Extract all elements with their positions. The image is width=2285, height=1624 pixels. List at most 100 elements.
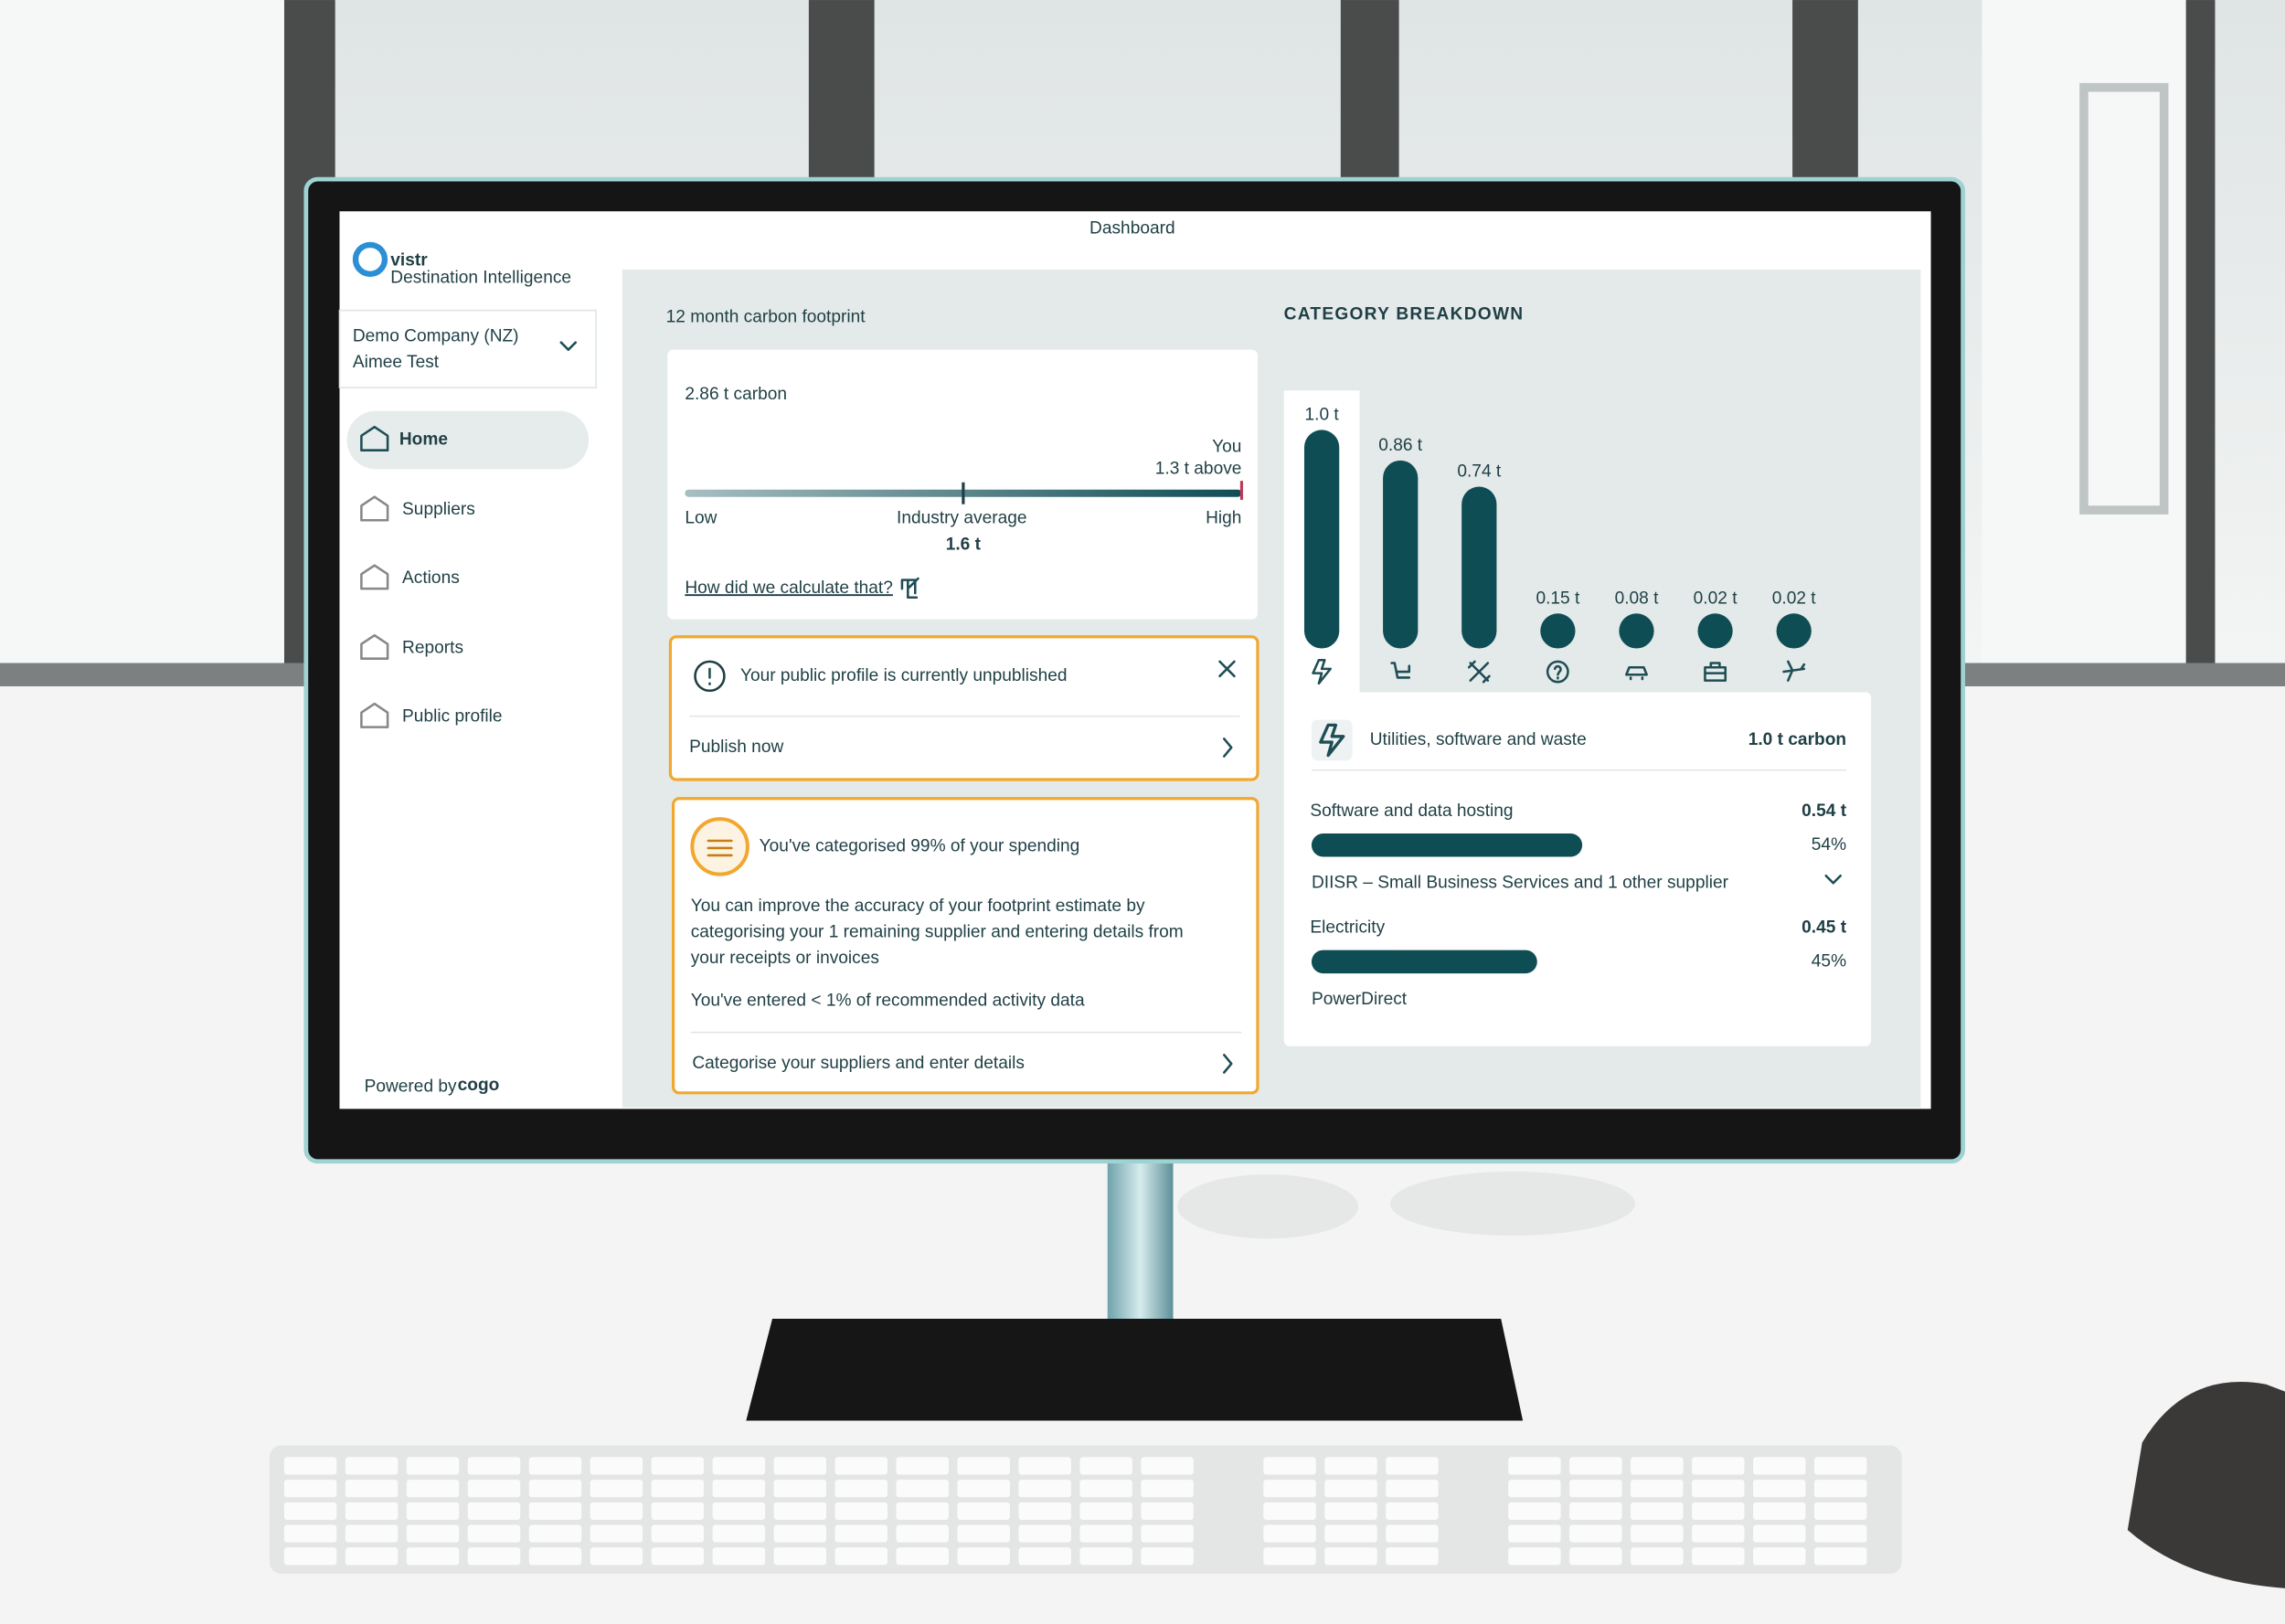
- gauge-low: Low: [685, 509, 717, 528]
- category-icon: [1546, 660, 1569, 684]
- card-body: categorising your 1 remaining supplier a…: [691, 922, 1184, 941]
- chevron[interactable]: [1223, 1054, 1233, 1074]
- card-title: You've categorised 99% of your spending: [760, 836, 1080, 855]
- category-bar[interactable]: [1619, 613, 1654, 649]
- powered-by: Powered by: [365, 1077, 457, 1096]
- category-bar[interactable]: [1776, 613, 1812, 649]
- key: [834, 1547, 887, 1566]
- key: [528, 1502, 582, 1520]
- key: [1141, 1547, 1194, 1566]
- logo-mark: [352, 241, 388, 277]
- key: [1692, 1524, 1745, 1543]
- detail-name: Utilities, software and waste: [1370, 730, 1587, 749]
- company-selector[interactable]: [338, 309, 597, 388]
- detail-total: 1.0 t carbon: [1748, 730, 1846, 749]
- key: [1569, 1547, 1622, 1566]
- key: [651, 1480, 705, 1498]
- key: [834, 1524, 887, 1543]
- chevron[interactable]: [1824, 874, 1842, 885]
- key: [590, 1457, 643, 1475]
- window-frame: [1792, 0, 1858, 183]
- chevron[interactable]: [1223, 738, 1233, 758]
- key: [896, 1547, 949, 1566]
- category-bar[interactable]: [1383, 460, 1419, 649]
- key: [1508, 1457, 1561, 1475]
- user-name: Aimee Test: [353, 353, 440, 372]
- key: [1263, 1524, 1316, 1543]
- category-icon: [1782, 660, 1806, 682]
- share-bar: [1311, 950, 1537, 974]
- share-bar: [1311, 833, 1583, 857]
- publish-action[interactable]: Publish now: [689, 738, 783, 757]
- category-bar[interactable]: [1540, 613, 1576, 649]
- difference: 1.3 t above: [1155, 459, 1242, 478]
- key: [528, 1457, 582, 1475]
- key: [896, 1502, 949, 1520]
- key: [283, 1502, 337, 1520]
- detail-icon-box: [1311, 719, 1353, 761]
- key: [1141, 1480, 1194, 1498]
- footprint-total: 2.86 t carbon: [685, 385, 787, 404]
- window-frame: [2185, 0, 2216, 685]
- key: [1079, 1547, 1132, 1566]
- key: [1324, 1480, 1377, 1498]
- bar-label: 0.86 t: [1378, 436, 1423, 455]
- category-bar[interactable]: [1303, 430, 1340, 649]
- key: [712, 1480, 766, 1498]
- company-name: Demo Company (NZ): [353, 326, 519, 345]
- bar-label: 0.15 t: [1536, 589, 1580, 608]
- window-glass: [0, 0, 284, 663]
- category-bar[interactable]: [1697, 613, 1733, 649]
- key: [834, 1502, 887, 1520]
- key: [345, 1524, 399, 1543]
- item-suppliers: PowerDirect: [1312, 990, 1408, 1009]
- close-button[interactable]: [1218, 660, 1236, 678]
- key: [1018, 1457, 1071, 1475]
- key: [590, 1524, 643, 1543]
- nav-item[interactable]: Public profile: [402, 707, 503, 727]
- nav-item[interactable]: Home: [399, 430, 448, 450]
- categorise-action[interactable]: Categorise your suppliers and enter deta…: [692, 1054, 1025, 1073]
- key: [1753, 1480, 1806, 1498]
- nav-item[interactable]: Actions: [402, 568, 460, 588]
- categorise-card: [672, 797, 1259, 1095]
- key: [467, 1524, 521, 1543]
- nav-item[interactable]: Reports: [402, 639, 463, 658]
- category-icon: [1390, 662, 1411, 679]
- key: [1631, 1524, 1684, 1543]
- nav-item[interactable]: Suppliers: [402, 500, 475, 519]
- category-icon: [1625, 665, 1648, 681]
- key: [406, 1547, 460, 1566]
- nav-icon: [360, 564, 389, 590]
- key: [1324, 1502, 1377, 1520]
- card-body: You can improve the accuracy of your foo…: [691, 897, 1145, 916]
- key: [406, 1480, 460, 1498]
- chevron[interactable]: [559, 341, 578, 351]
- key: [1814, 1502, 1867, 1520]
- key: [651, 1547, 705, 1566]
- divider: [689, 715, 1240, 717]
- key: [467, 1480, 521, 1498]
- key: [1386, 1480, 1439, 1498]
- key: [1814, 1457, 1867, 1475]
- key: [1386, 1457, 1439, 1475]
- key: [1569, 1480, 1622, 1498]
- category-icon: [1312, 659, 1332, 685]
- key: [651, 1524, 705, 1543]
- key: [1753, 1457, 1806, 1475]
- nav-icon: [360, 702, 389, 728]
- key: [1079, 1502, 1132, 1520]
- nav-active: [346, 410, 590, 470]
- bar-label: 0.02 t: [1772, 589, 1817, 608]
- key: [590, 1547, 643, 1566]
- divider: [1311, 769, 1847, 771]
- key: [283, 1480, 337, 1498]
- profile-alert: [668, 635, 1259, 781]
- key: [1263, 1502, 1316, 1520]
- calc-link[interactable]: How did we calculate that?: [685, 578, 893, 598]
- card-note: You've entered < 1% of recommended activ…: [691, 991, 1085, 1010]
- category-bar[interactable]: [1461, 486, 1497, 649]
- key: [590, 1480, 643, 1498]
- logo: vistr: [390, 250, 428, 270]
